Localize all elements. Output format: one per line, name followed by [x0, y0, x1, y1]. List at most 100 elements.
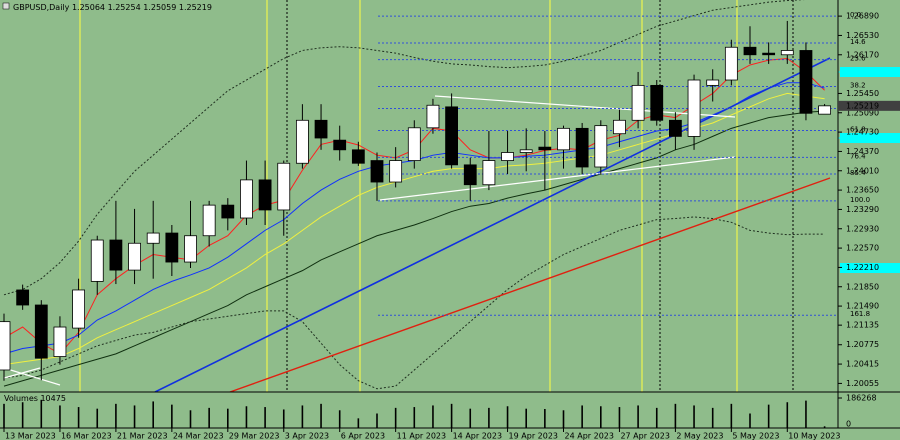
candle-body	[743, 46, 757, 56]
y-tick-label: 1.20055	[846, 379, 879, 388]
y-tick-label: 1.26170	[846, 50, 879, 59]
symbol: GBPUSD,Daily	[13, 3, 70, 12]
volume-bar	[3, 403, 5, 428]
candle-body	[818, 105, 831, 115]
volume-bar	[450, 403, 453, 428]
x-tick-label: 16 Mar 2023	[61, 432, 112, 440]
candle-body	[538, 146, 552, 151]
x-tick-label: 11 Apr 2023	[397, 432, 446, 440]
volume-title: Volumes 10475	[4, 394, 66, 403]
volume-bar	[59, 405, 61, 428]
candle-body	[780, 50, 794, 56]
indicator-line	[3, 216, 825, 390]
trend-lines	[3, 57, 831, 392]
y-tick-label: 1.22210	[846, 263, 879, 272]
x-tick-label: 24 Mar 2023	[173, 432, 224, 440]
volume-bar	[693, 405, 695, 428]
volume-bar	[767, 404, 770, 428]
candle-body	[202, 204, 216, 237]
y-tick-label: 1.22930	[846, 224, 879, 233]
candle-body	[389, 160, 403, 183]
y-tick-label: 1.25450	[846, 89, 879, 98]
x-tick-label: 6 Apr 2023	[341, 432, 385, 440]
volume-bar	[581, 405, 583, 428]
volume-bar	[544, 408, 546, 428]
y-tick-label: 1.25090	[846, 108, 879, 117]
volume-bar	[227, 408, 229, 428]
volume-bar	[655, 407, 658, 428]
volume-bar	[96, 408, 99, 428]
candle-body	[463, 164, 477, 186]
x-tick-label: 13 Mar 2023	[5, 432, 56, 440]
x-tick-label: 2 May 2023	[676, 432, 723, 440]
candle-body	[277, 162, 291, 211]
candle-body	[333, 139, 347, 151]
y-tick-label: 1.26530	[846, 31, 879, 40]
axes: 1.26890 1.26530 1.26170 1.25450 1.25090 1.247…	[3, 12, 900, 440]
candle-body	[16, 289, 30, 306]
y-tick-label: 1.23290	[846, 205, 879, 214]
y-tick-label: 1.24730	[846, 128, 879, 137]
volume-bar	[40, 399, 43, 428]
volume-bar	[264, 407, 266, 428]
x-tick-label: 3 Apr 2023	[285, 432, 329, 440]
candle-body	[128, 242, 141, 271]
volume-bar	[506, 406, 509, 428]
volume-tick-label: 0	[846, 420, 851, 429]
volume-bar	[469, 408, 472, 428]
candle-body	[594, 125, 608, 168]
y-tick-label: 1.23650	[846, 186, 879, 195]
candle-body	[90, 239, 104, 282]
fib-label: 161.8	[850, 310, 870, 318]
candle-body	[631, 84, 645, 121]
y-tick-label: 1.21135	[846, 321, 879, 330]
fib-label: 38.2	[850, 81, 866, 89]
y-tick-label: 1.20775	[846, 340, 879, 349]
fib-label: 76.4	[850, 152, 866, 160]
volume-bar	[432, 405, 434, 428]
candle-body	[0, 321, 11, 371]
x-tick-label: 27 Apr 2023	[620, 432, 669, 440]
volume-last: 10475	[40, 394, 65, 403]
y-tick-label: 1.20415	[846, 360, 879, 369]
last-close: 1.25219	[179, 3, 212, 12]
x-tick-label: 14 Apr 2023	[453, 432, 502, 440]
candle-body	[351, 149, 365, 164]
y-tick-label: 1.24010	[846, 166, 879, 175]
volume-bar	[171, 404, 173, 428]
candle-body	[240, 179, 253, 219]
volume-bar	[823, 426, 826, 428]
candle-body	[34, 304, 48, 359]
volume-bar	[525, 408, 527, 428]
x-tick-label: 29 Mar 2023	[229, 432, 280, 440]
x-tick-label: 21 Mar 2023	[117, 432, 168, 440]
candle-body	[258, 179, 272, 211]
symbol-icon	[2, 2, 10, 10]
x-tick-label: 5 May 2023	[732, 432, 779, 440]
candle-body	[426, 104, 440, 129]
cyan-levels	[838, 67, 900, 273]
volume-bar	[749, 413, 751, 428]
volume-bar	[189, 410, 192, 428]
candle-body	[72, 289, 85, 329]
volume-bar	[562, 410, 565, 428]
candle-body	[519, 149, 533, 153]
candle-body	[314, 119, 328, 139]
volume-bar	[637, 405, 639, 428]
candle-body	[799, 50, 813, 114]
candle-body	[53, 326, 67, 357]
volume-bar	[338, 410, 341, 428]
volume-bar	[245, 406, 248, 428]
candle-body	[613, 119, 626, 135]
candle-body	[407, 127, 421, 161]
volume-bar	[282, 409, 285, 428]
volume-bar	[357, 418, 360, 428]
last-open: 1.25064	[72, 3, 105, 12]
volume-bar	[786, 402, 789, 428]
candle-body	[706, 79, 720, 86]
candle-body	[184, 235, 197, 263]
candle-body	[146, 232, 160, 244]
volume-bar	[208, 407, 210, 428]
volume-bar	[488, 407, 490, 428]
